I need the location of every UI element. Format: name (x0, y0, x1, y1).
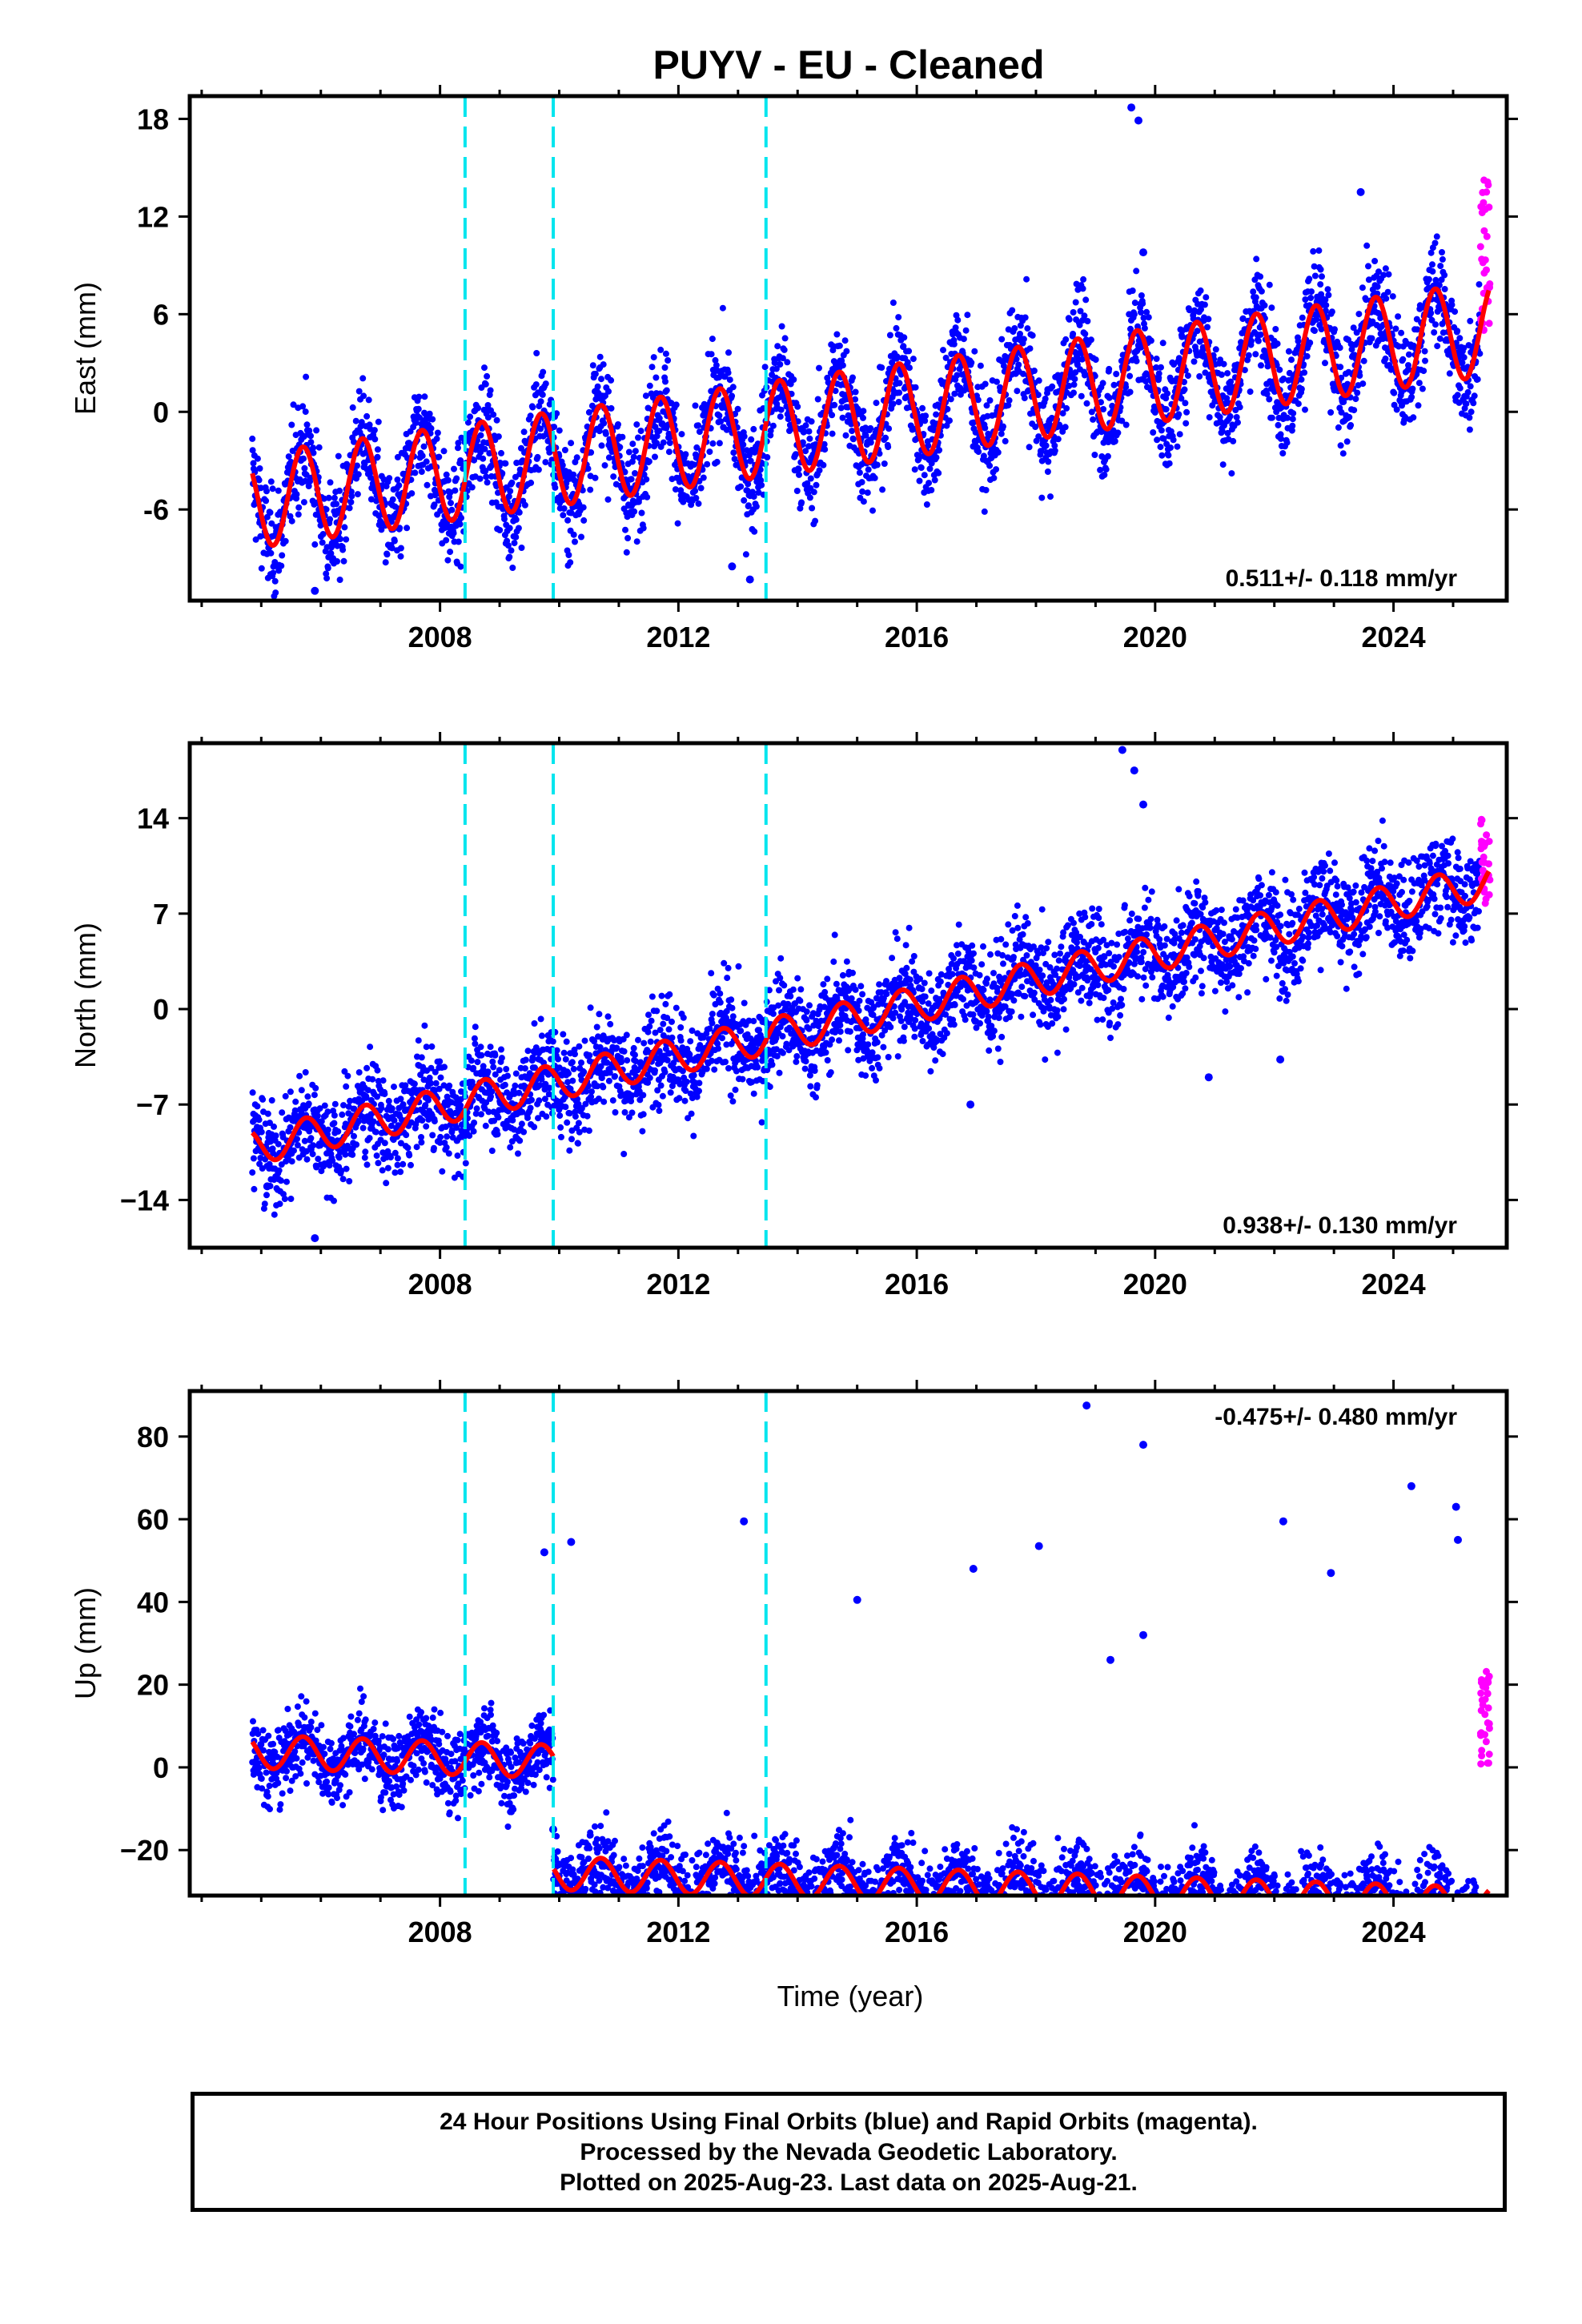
figure-title: PUYV - EU - Cleaned (653, 42, 1045, 87)
east-x-tick-label: 2024 (1362, 621, 1426, 653)
x-axis-label: Time (year) (777, 1980, 924, 2012)
north-y-axis-label: North (mm) (69, 923, 102, 1068)
east-y-tick-label: 0 (153, 396, 169, 428)
north-plot-area (249, 743, 1494, 1248)
east-outlier-point (1356, 187, 1365, 196)
up-rapid-orbit-points (1476, 1667, 1493, 1768)
east-y-tick-label: 6 (153, 298, 169, 331)
east-model-fit-line (250, 286, 1492, 549)
north-final-orbit-points (249, 817, 1484, 1218)
north-x-tick-label: 2024 (1362, 1268, 1426, 1301)
north-y-tick-label: −14 (120, 1184, 169, 1216)
up-x-tick-label: 2012 (646, 1916, 710, 1948)
up-y-tick-label: 20 (137, 1669, 169, 1702)
up-plot-area (249, 1391, 1493, 1896)
north-outlier-point (1118, 746, 1126, 754)
east-outlier-point (728, 562, 737, 571)
up-outlier-point (915, 1879, 924, 1888)
north-y-tick-label: 7 (153, 898, 169, 931)
north-y-tick-label: 14 (137, 802, 169, 835)
east-x-tick-label: 2020 (1123, 621, 1187, 653)
up-outlier-point (1279, 1517, 1287, 1526)
north-rate-label: 0.938+/- 0.130 mm/yr (1223, 1212, 1457, 1239)
up-outlier-point (1034, 1542, 1043, 1550)
up-outlier-point (1452, 1502, 1460, 1511)
footer-line-3: Plotted on 2025-Aug-23. Last data on 202… (560, 2169, 1138, 2196)
up-outlier-point (853, 1595, 861, 1604)
panel-north: 2008 2012 2016 2020 2024 −14 −7 0 7 14 North (mm) 0… (69, 732, 1518, 1301)
footer-line-1: 24 Hour Positions Using Final Orbits (bl… (440, 2109, 1258, 2135)
up-outlier-point (740, 1517, 749, 1526)
up-outlier-point (1407, 1482, 1415, 1490)
east-final-orbit-points (249, 233, 1484, 600)
north-y-tick-label: 0 (153, 993, 169, 1026)
up-y-tick-label: 40 (137, 1586, 169, 1618)
east-outlier-point (1134, 116, 1142, 125)
up-axes-frame (187, 1389, 1509, 1898)
east-y-tick-label: 12 (137, 200, 169, 233)
footer-line-2: Processed by the Nevada Geodetic Laborat… (580, 2139, 1118, 2165)
north-x-tick-label: 2008 (408, 1268, 472, 1301)
up-x-tick-label: 2024 (1362, 1916, 1426, 1948)
up-rate-label: -0.475+/- 0.480 mm/yr (1215, 1404, 1457, 1430)
east-y-axis-label: East (mm) (69, 282, 102, 415)
north-axes-frame (187, 741, 1509, 1250)
up-model-fit-line (250, 1734, 1491, 1896)
footer-caption-box: 24 Hour Positions Using Final Orbits (bl… (191, 2092, 1507, 2212)
north-outlier-point (1204, 1073, 1213, 1082)
north-outlier-point (311, 1234, 319, 1243)
panel-up: 2008 2012 2016 2020 2024 −20 0 20 40 60 80 Up (mm) -… (69, 1380, 1518, 1948)
north-model-fit-line (250, 870, 1492, 1163)
east-y-tick-label: 18 (137, 103, 169, 135)
north-outlier-point (1276, 1055, 1285, 1063)
east-outlier-point (745, 575, 754, 584)
up-x-tick-label: 2008 (408, 1916, 472, 1948)
up-y-tick-label: 80 (137, 1421, 169, 1454)
up-outlier-point (1139, 1630, 1147, 1639)
east-outlier-point (311, 586, 319, 595)
east-x-tick-label: 2008 (408, 621, 472, 653)
up-outlier-point (540, 1548, 548, 1557)
up-x-tick-label: 2016 (885, 1916, 949, 1948)
up-y-tick-label: 60 (137, 1503, 169, 1536)
up-outlier-point (1327, 1569, 1335, 1578)
east-y-tick-label: -6 (143, 493, 169, 526)
east-plot-area (249, 96, 1494, 601)
up-outlier-point (1139, 1441, 1147, 1449)
east-x-tick-label: 2016 (885, 621, 949, 653)
north-y-tick-label: −7 (136, 1088, 169, 1121)
up-y-tick-label: −20 (120, 1834, 169, 1867)
north-outlier-point (1139, 800, 1147, 809)
up-outlier-point (1454, 1535, 1462, 1544)
up-outlier-point (1082, 1401, 1091, 1410)
up-y-tick-label: 0 (153, 1751, 169, 1784)
east-outlier-point (1127, 103, 1136, 112)
up-outlier-point (969, 1565, 978, 1573)
east-axes-frame (187, 94, 1509, 603)
east-x-tick-label: 2012 (646, 621, 710, 653)
up-y-axis-label: Up (mm) (69, 1587, 102, 1699)
north-outlier-point (263, 1182, 271, 1191)
panel-east: 2008 2012 2016 2020 2024 -6 0 6 12 18 East (mm) 0.5… (69, 85, 1518, 653)
north-outlier-point (966, 1100, 975, 1109)
north-x-tick-label: 2012 (646, 1268, 710, 1301)
up-outlier-point (567, 1538, 576, 1546)
up-outlier-point (1106, 1655, 1114, 1664)
east-rate-label: 0.511+/- 0.118 mm/yr (1226, 565, 1458, 592)
north-x-tick-label: 2020 (1123, 1268, 1187, 1301)
east-outlier-point (1139, 248, 1147, 257)
panels: 2008 2012 2016 2020 2024 -6 0 6 12 18 East (mm) 0.5… (69, 85, 1518, 1948)
north-outlier-point (1130, 766, 1138, 775)
up-x-tick-label: 2020 (1123, 1916, 1187, 1948)
north-x-tick-label: 2016 (885, 1268, 949, 1301)
